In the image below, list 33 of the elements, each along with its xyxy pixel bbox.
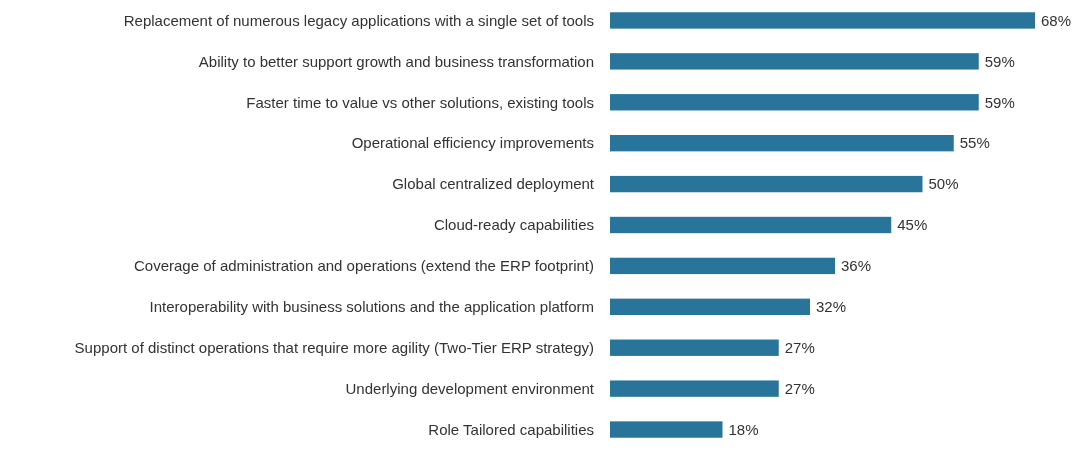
data-label: 55% (959, 134, 990, 152)
y-tick-label: Faster time to value vs other solutions, existing tools (246, 93, 594, 111)
bar (610, 216, 892, 234)
data-label: 18% (728, 420, 759, 438)
data-label: 50% (928, 175, 959, 193)
bar (610, 12, 1035, 29)
bar (610, 175, 923, 193)
y-tick-label: Global centralized deployment (392, 175, 595, 193)
data-label: 59% (984, 52, 1015, 70)
data-label: 59% (984, 93, 1015, 111)
data-label: 45% (897, 216, 928, 234)
data-label: 36% (841, 257, 872, 275)
bar (610, 257, 835, 275)
y-tick-label: Coverage of administration and operations (extend the ERP footprint) (134, 257, 594, 275)
y-tick-label: Ability to better support growth and business transformation (198, 52, 594, 70)
data-label: 68% (1041, 11, 1072, 29)
bar (610, 298, 810, 315)
bar (610, 380, 779, 397)
bar (610, 135, 954, 152)
y-tick-label: Support of distinct operations that require more agility (Two-Tier ERP strategy) (74, 338, 594, 356)
data-label: 32% (816, 298, 847, 316)
bar (610, 94, 979, 111)
y-tick-label: Underlying development environment (345, 379, 595, 397)
y-tick-label: Operational efficiency improvements (351, 134, 594, 152)
y-tick-label: Cloud-ready capabilities (433, 216, 594, 234)
bar (610, 421, 723, 438)
y-tick-label: Replacement of numerous legacy applications with a single set of tools (123, 11, 594, 29)
y-tick-label: Interoperability with business solutions and the application platform (149, 298, 594, 316)
y-tick-label: Role Tailored capabilities (428, 420, 594, 438)
data-label: 27% (784, 338, 815, 356)
bar (610, 53, 979, 70)
bar (610, 339, 779, 356)
data-label: 27% (784, 379, 815, 397)
